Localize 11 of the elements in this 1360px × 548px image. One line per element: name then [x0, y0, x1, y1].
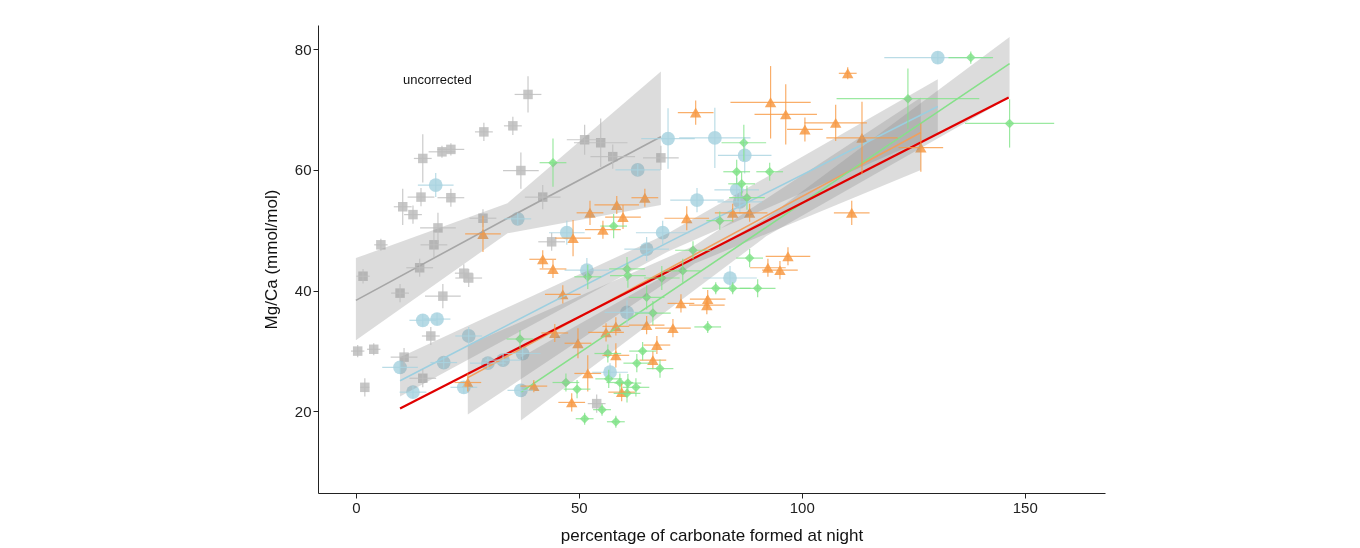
x-tick-label: 0: [352, 498, 361, 516]
y-tick-label: 60: [294, 161, 312, 179]
x-tick-label: 50: [571, 498, 588, 516]
x-tick-label: 150: [1012, 498, 1038, 516]
annotation: uncorrected: [403, 72, 472, 87]
x-axis-title: percentage of carbonate formed at night: [560, 525, 864, 545]
y-tick-label: 20: [294, 402, 312, 420]
x-tick-label: 100: [789, 498, 815, 516]
y-tick-label: 80: [294, 40, 312, 58]
y-tick-label: 40: [294, 282, 312, 300]
y-axis-title: Mg/Ca (mmol/mol): [261, 189, 281, 330]
